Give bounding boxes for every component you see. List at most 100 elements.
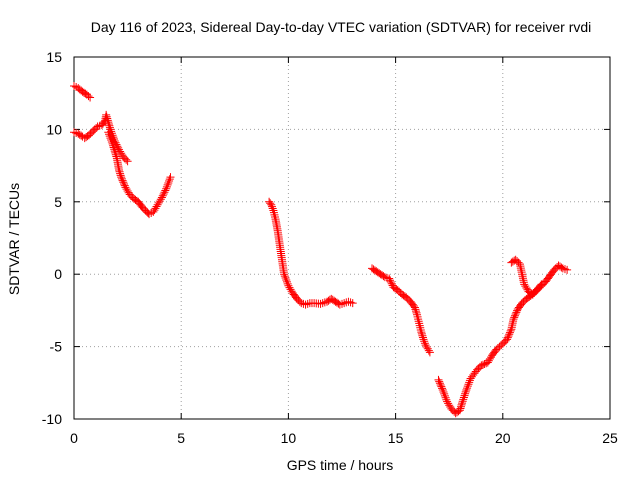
data-point (413, 312, 422, 321)
data-point (153, 200, 162, 209)
data-point (510, 313, 519, 322)
data-point (72, 129, 81, 138)
data-point (280, 270, 289, 279)
x-tick-label: 5 (177, 430, 185, 446)
data-point (425, 348, 434, 357)
data-point (379, 272, 388, 281)
data-point (417, 328, 426, 337)
data-point (70, 128, 78, 137)
data-point (105, 121, 114, 130)
data-point (123, 186, 132, 195)
data-point (268, 204, 277, 213)
data-point (145, 210, 154, 219)
data-point (415, 321, 424, 330)
data-point (348, 299, 357, 308)
data-point (102, 112, 111, 121)
data-point (521, 282, 530, 291)
data-point (424, 346, 433, 355)
data-point (318, 299, 327, 308)
y-tick-label: 15 (46, 49, 62, 65)
data-point (149, 207, 158, 216)
data-point (267, 202, 276, 211)
data-point (287, 287, 296, 296)
data-point (161, 186, 170, 195)
y-tick-label: 0 (54, 266, 62, 282)
series-segment-5 (368, 264, 434, 357)
data-point (269, 208, 278, 217)
data-point (105, 130, 114, 139)
data-point (150, 206, 159, 215)
data-point (93, 122, 102, 131)
data-point (387, 279, 396, 288)
data-point (112, 152, 121, 161)
data-point (441, 393, 450, 402)
data-point (72, 83, 81, 92)
data-point (122, 155, 131, 164)
data-point (320, 298, 329, 307)
data-point (281, 274, 290, 283)
data-point (465, 376, 474, 385)
data-point (435, 379, 444, 388)
data-point (155, 197, 164, 206)
data-point (416, 323, 425, 332)
data-point (104, 128, 113, 137)
data-point (438, 386, 447, 395)
data-point (386, 276, 395, 285)
data-point (410, 303, 419, 312)
data-point (434, 375, 443, 384)
data-point (414, 317, 423, 326)
data-point (111, 150, 120, 159)
data-point (411, 307, 420, 316)
data-point (346, 298, 355, 307)
data-point (159, 189, 168, 198)
data-point (506, 326, 515, 335)
data-point (557, 263, 566, 272)
chart-title: Day 116 of 2023, Sidereal Day-to-day VTE… (91, 19, 592, 35)
data-point (117, 174, 126, 183)
data-point (416, 325, 425, 334)
data-point (118, 176, 127, 185)
data-point (443, 397, 452, 406)
data-point (165, 175, 174, 184)
data-point (456, 404, 465, 413)
data-point (558, 264, 567, 273)
data-point (459, 393, 468, 402)
data-point (455, 406, 464, 415)
data-point (166, 173, 175, 182)
data-point (485, 354, 494, 363)
data-point (283, 279, 292, 288)
data-point (344, 297, 353, 306)
data-point (522, 283, 531, 292)
data-point (512, 308, 521, 317)
data-point (420, 339, 429, 348)
data-point (165, 177, 174, 186)
data-point (103, 114, 112, 123)
data-point (108, 139, 117, 148)
data-point (115, 167, 124, 176)
data-point (119, 178, 128, 187)
data-point (84, 92, 93, 101)
data-point (413, 310, 422, 319)
data-point (437, 382, 446, 391)
data-point (537, 280, 546, 289)
data-point (303, 299, 312, 308)
data-point (442, 395, 451, 404)
data-point (438, 384, 447, 393)
data-point (422, 342, 431, 351)
data-point (457, 400, 466, 409)
data-point (456, 402, 465, 411)
data-point (461, 387, 470, 396)
data-point (409, 302, 418, 311)
x-tick-label: 15 (388, 430, 404, 446)
x-tick-label: 20 (495, 430, 511, 446)
y-tick-label: 5 (54, 194, 62, 210)
data-point (439, 387, 448, 396)
data-point (267, 200, 276, 209)
y-tick-label: 10 (46, 121, 62, 137)
x-tick-label: 10 (281, 430, 297, 446)
data-point (463, 382, 472, 391)
data-point (335, 300, 344, 309)
data-point (110, 145, 119, 154)
data-point (420, 337, 429, 346)
data-point (151, 204, 160, 213)
